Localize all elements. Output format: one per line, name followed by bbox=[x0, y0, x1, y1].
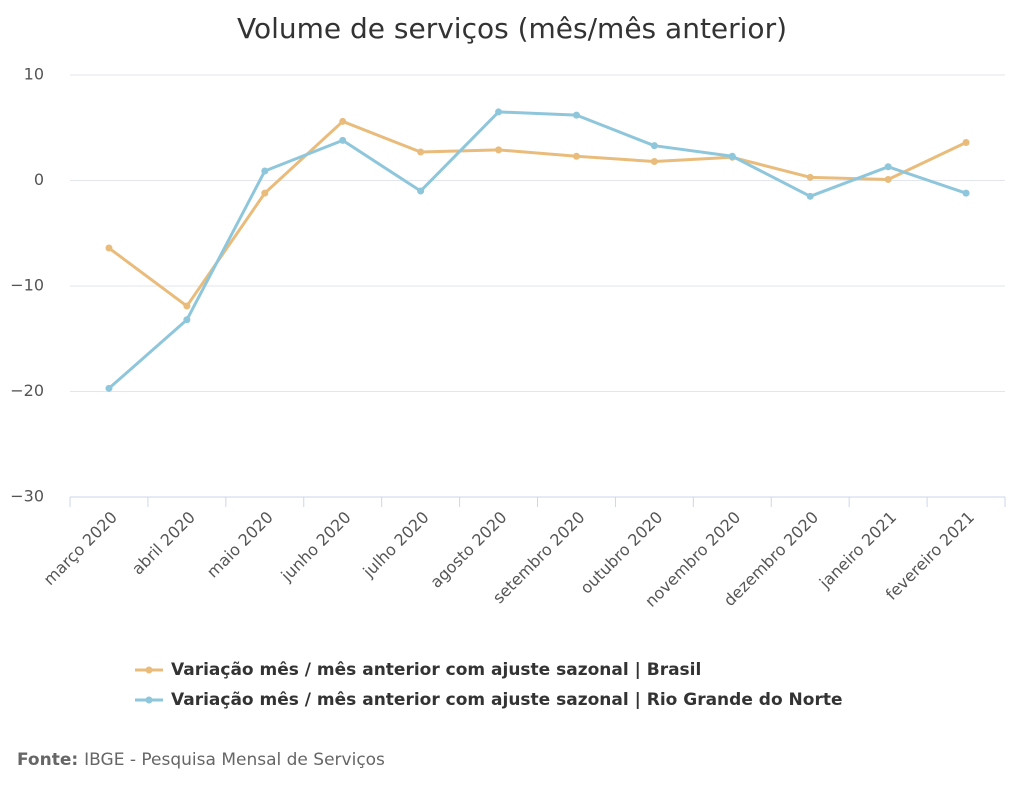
x-tick-label: maio 2020 bbox=[203, 508, 277, 582]
x-tick-label: janeiro 2021 bbox=[815, 508, 900, 593]
point bbox=[261, 189, 269, 197]
chart-title: Volume de serviços (mês/mês anterior) bbox=[237, 12, 787, 45]
y-tick-label: −10 bbox=[10, 276, 44, 295]
x-tick-label: abril 2020 bbox=[128, 508, 199, 579]
point bbox=[339, 117, 347, 125]
legend-marker bbox=[145, 696, 153, 704]
point bbox=[572, 152, 580, 160]
point bbox=[261, 167, 269, 175]
x-tick-label: julho 2020 bbox=[359, 508, 433, 582]
x-tick-label: agosto 2020 bbox=[426, 508, 510, 592]
series-line bbox=[107, 110, 967, 390]
point bbox=[572, 111, 580, 119]
point bbox=[105, 384, 113, 392]
legend-label: Variação mês / mês anterior com ajuste s… bbox=[171, 660, 701, 680]
source-label: Fonte: bbox=[17, 750, 78, 770]
point bbox=[884, 163, 892, 171]
y-tick-label: −30 bbox=[10, 487, 44, 506]
legend-marker bbox=[145, 666, 153, 674]
point bbox=[962, 189, 970, 197]
point bbox=[183, 302, 191, 310]
point bbox=[417, 187, 425, 195]
point bbox=[417, 148, 425, 156]
x-tick-label: junho 2020 bbox=[277, 508, 355, 586]
point bbox=[650, 158, 658, 166]
point bbox=[650, 142, 658, 150]
point bbox=[105, 244, 113, 252]
point bbox=[339, 136, 347, 144]
source: Fonte: IBGE - Pesquisa Mensal de Serviços bbox=[17, 750, 385, 770]
y-tick-label: 10 bbox=[24, 65, 44, 84]
source-text: IBGE - Pesquisa Mensal de Serviços bbox=[84, 750, 385, 770]
point bbox=[495, 146, 503, 154]
point bbox=[728, 152, 736, 160]
y-tick-label: −20 bbox=[10, 381, 44, 400]
point bbox=[806, 173, 814, 181]
point bbox=[183, 316, 191, 324]
point bbox=[495, 108, 503, 116]
legend-label: Variação mês / mês anterior com ajuste s… bbox=[171, 690, 843, 710]
point bbox=[806, 192, 814, 200]
x-tick-label: março 2020 bbox=[40, 508, 121, 589]
x-tick-label: outubro 2020 bbox=[576, 508, 666, 598]
series-line bbox=[108, 119, 967, 308]
y-tick-label: 0 bbox=[34, 170, 44, 189]
point bbox=[884, 175, 892, 183]
point bbox=[962, 139, 970, 147]
